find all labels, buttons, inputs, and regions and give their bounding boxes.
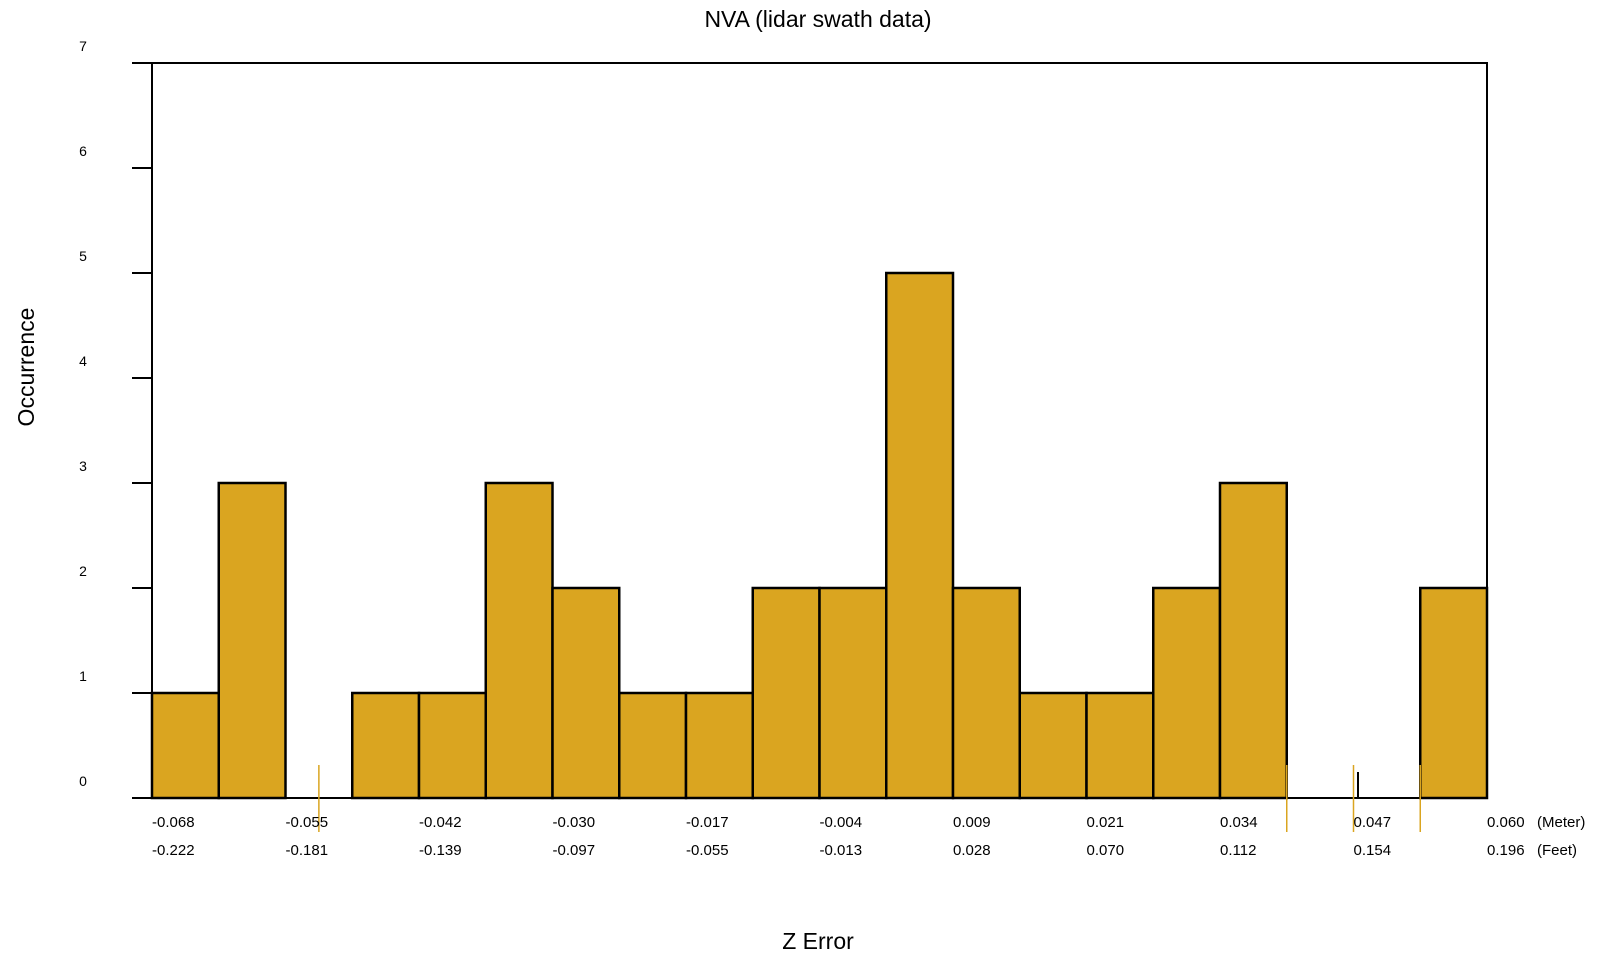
x-tick-label-feet: -0.181 <box>286 842 329 859</box>
reference-lines <box>318 765 1421 832</box>
y-tick-label: 4 <box>79 353 87 369</box>
x-tick-label-feet: -0.055 <box>686 842 729 859</box>
histogram-bar <box>417 691 487 800</box>
histogram-bar <box>1419 586 1489 800</box>
histogram-bar <box>551 586 621 800</box>
histogram-bar <box>150 691 220 800</box>
y-tick-label: 2 <box>79 563 87 579</box>
histogram-bar <box>818 586 888 800</box>
y-tick-label: 7 <box>79 38 87 54</box>
x-tick-label-meter: -0.030 <box>553 814 596 831</box>
chart-title: NVA (lidar swath data) <box>704 6 931 32</box>
histogram-bar <box>1018 691 1088 800</box>
x-tick-label-feet: 0.070 <box>1087 842 1125 859</box>
y-tick-label: 3 <box>79 458 87 474</box>
histogram-bar <box>1085 691 1155 800</box>
x-tick-label-meter: -0.017 <box>686 814 729 831</box>
x-tick-label-feet: 0.028 <box>953 842 991 859</box>
x-unit-feet-label: (Feet) <box>1537 842 1577 859</box>
x-tick-label-meter: -0.068 <box>152 814 195 831</box>
histogram-bars <box>150 271 1489 800</box>
x-tick-label-meter: 0.060 <box>1487 814 1525 831</box>
x-tick-label-feet: 0.112 <box>1220 842 1256 859</box>
histogram-bar <box>1152 586 1222 800</box>
histogram-bar <box>484 481 554 800</box>
y-tick-label: 6 <box>79 143 87 159</box>
x-tick-label-meter: -0.055 <box>286 814 329 831</box>
x-tick-label-meter: 0.021 <box>1087 814 1125 831</box>
y-axis-title: Occurrence <box>13 308 39 427</box>
histogram-bar <box>951 586 1021 800</box>
x-tick-label-feet: 0.154 <box>1354 842 1392 859</box>
x-tick-label-meter: -0.004 <box>820 814 863 831</box>
histogram-bar <box>618 691 688 800</box>
x-tick-label-meter: -0.042 <box>419 814 462 831</box>
y-tick-label: 1 <box>79 668 87 684</box>
histogram-bar <box>217 481 287 800</box>
y-tick-label: 5 <box>79 248 87 264</box>
x-tick-label-feet: -0.222 <box>152 842 195 859</box>
y-axis-ticks: 0 1 2 3 4 5 6 7 <box>79 38 152 799</box>
x-tick-label-feet: -0.139 <box>419 842 462 859</box>
x-tick-label-feet: -0.097 <box>553 842 596 859</box>
x-tick-label-meter: 0.047 <box>1354 814 1392 831</box>
y-tick-label: 0 <box>79 773 87 789</box>
x-unit-meter-label: (Meter) <box>1537 814 1585 831</box>
x-tick-label-feet: 0.196 <box>1487 842 1525 859</box>
x-tick-label-meter: 0.009 <box>953 814 991 831</box>
x-tick-label-feet: -0.013 <box>820 842 863 859</box>
histogram-bar <box>885 271 955 800</box>
x-axis-title: Z Error <box>782 928 854 954</box>
histogram-bar <box>351 691 421 800</box>
histogram-bar <box>751 586 821 800</box>
x-axis-ticks: -0.068 -0.222 -0.055 -0.181 -0.042 -0.139 -0.0… <box>152 814 1585 859</box>
histogram-bar <box>684 691 754 800</box>
histogram-bar <box>1218 481 1288 800</box>
x-tick-label-meter: 0.034 <box>1220 814 1258 831</box>
